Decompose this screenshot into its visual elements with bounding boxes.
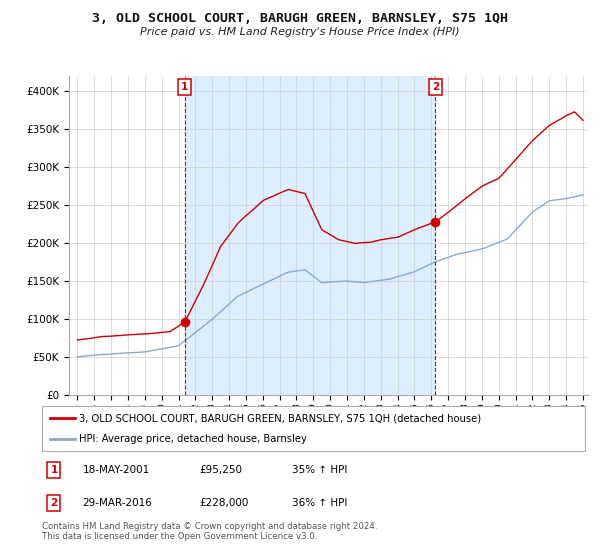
Text: 1: 1 <box>181 82 188 92</box>
FancyBboxPatch shape <box>42 406 585 451</box>
Text: Price paid vs. HM Land Registry's House Price Index (HPI): Price paid vs. HM Land Registry's House … <box>140 27 460 38</box>
Text: 3, OLD SCHOOL COURT, BARUGH GREEN, BARNSLEY, S75 1QH: 3, OLD SCHOOL COURT, BARUGH GREEN, BARNS… <box>92 12 508 25</box>
Text: 18-MAY-2001: 18-MAY-2001 <box>83 465 150 475</box>
Text: 29-MAR-2016: 29-MAR-2016 <box>83 498 152 508</box>
Text: 1: 1 <box>50 465 58 475</box>
Text: 35% ↑ HPI: 35% ↑ HPI <box>292 465 347 475</box>
Text: HPI: Average price, detached house, Barnsley: HPI: Average price, detached house, Barn… <box>79 433 307 444</box>
Text: Contains HM Land Registry data © Crown copyright and database right 2024.
This d: Contains HM Land Registry data © Crown c… <box>42 522 377 542</box>
Text: 3, OLD SCHOOL COURT, BARUGH GREEN, BARNSLEY, S75 1QH (detached house): 3, OLD SCHOOL COURT, BARUGH GREEN, BARNS… <box>79 413 481 423</box>
Text: 2: 2 <box>50 498 58 508</box>
Text: £228,000: £228,000 <box>199 498 249 508</box>
Text: £95,250: £95,250 <box>199 465 242 475</box>
Bar <box>185 76 436 395</box>
Text: 2: 2 <box>432 82 439 92</box>
Text: 36% ↑ HPI: 36% ↑ HPI <box>292 498 347 508</box>
